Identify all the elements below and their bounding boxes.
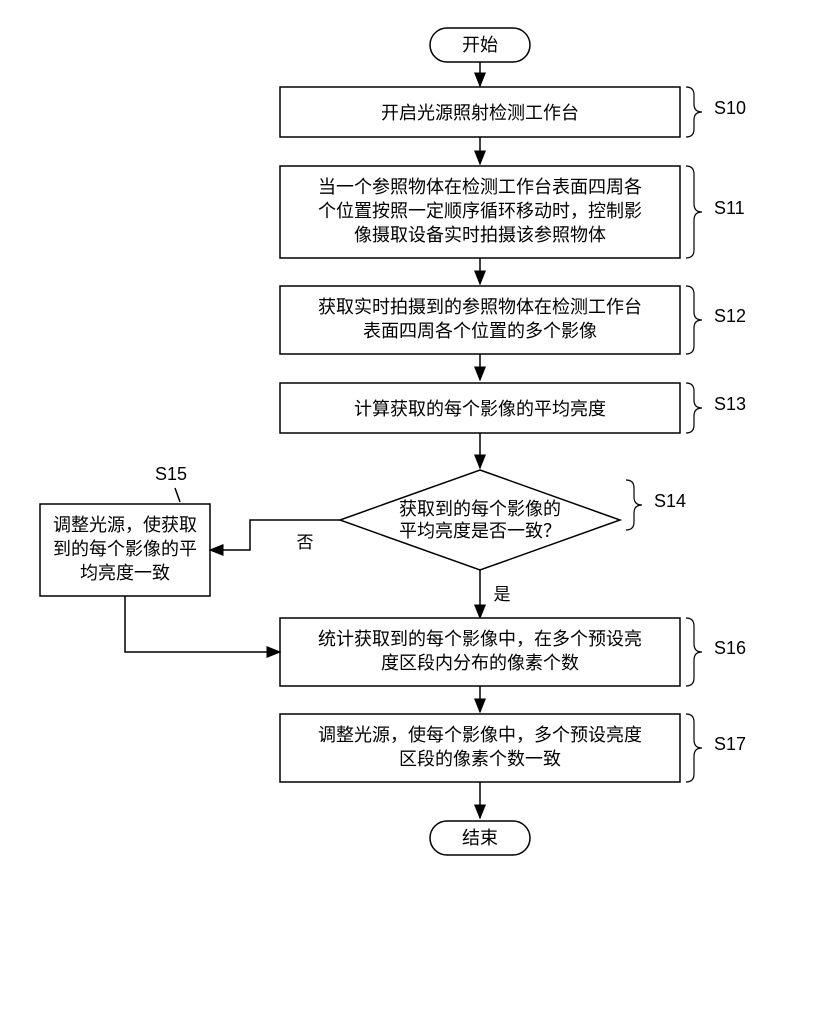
svg-text:S10: S10 xyxy=(714,98,746,118)
svg-text:S13: S13 xyxy=(714,394,746,414)
svg-text:区段的像素个数一致: 区段的像素个数一致 xyxy=(399,749,561,769)
svg-text:平均亮度是否一致？: 平均亮度是否一致？ xyxy=(399,521,561,541)
svg-text:S14: S14 xyxy=(654,491,686,511)
svg-text:计算获取的每个影像的平均亮度: 计算获取的每个影像的平均亮度 xyxy=(354,399,606,419)
svg-text:像摄取设备实时拍摄该参照物体: 像摄取设备实时拍摄该参照物体 xyxy=(354,225,606,245)
svg-text:获取实时拍摄到的参照物体在检测工作台: 获取实时拍摄到的参照物体在检测工作台 xyxy=(318,297,642,317)
svg-text:当一个参照物体在检测工作台表面四周各: 当一个参照物体在检测工作台表面四周各 xyxy=(318,177,642,197)
svg-text:表面四周各个位置的多个影像: 表面四周各个位置的多个影像 xyxy=(363,321,597,341)
svg-text:开启光源照射检测工作台: 开启光源照射检测工作台 xyxy=(381,103,579,123)
svg-text:S11: S11 xyxy=(714,198,745,218)
svg-text:度区段内分布的像素个数: 度区段内分布的像素个数 xyxy=(381,653,579,673)
svg-text:否: 否 xyxy=(297,533,314,552)
svg-text:结束: 结束 xyxy=(462,828,498,848)
svg-text:个位置按照一定顺序循环移动时，控制影: 个位置按照一定顺序循环移动时，控制影 xyxy=(318,201,642,221)
svg-text:获取到的每个影像的: 获取到的每个影像的 xyxy=(399,499,561,519)
svg-text:调整光源，使每个影像中，多个预设亮度: 调整光源，使每个影像中，多个预设亮度 xyxy=(318,725,642,745)
svg-text:S12: S12 xyxy=(714,306,746,326)
svg-text:调整光源，使获取: 调整光源，使获取 xyxy=(53,515,197,535)
svg-text:是: 是 xyxy=(494,585,511,604)
svg-text:S17: S17 xyxy=(714,734,746,754)
svg-text:S15: S15 xyxy=(155,464,187,484)
svg-text:到的每个影像的平: 到的每个影像的平 xyxy=(53,539,197,559)
svg-text:统计获取到的每个影像中，在多个预设亮: 统计获取到的每个影像中，在多个预设亮 xyxy=(318,629,642,649)
svg-text:S16: S16 xyxy=(714,638,746,658)
svg-text:均亮度一致: 均亮度一致 xyxy=(80,563,170,583)
svg-text:开始: 开始 xyxy=(462,35,498,55)
